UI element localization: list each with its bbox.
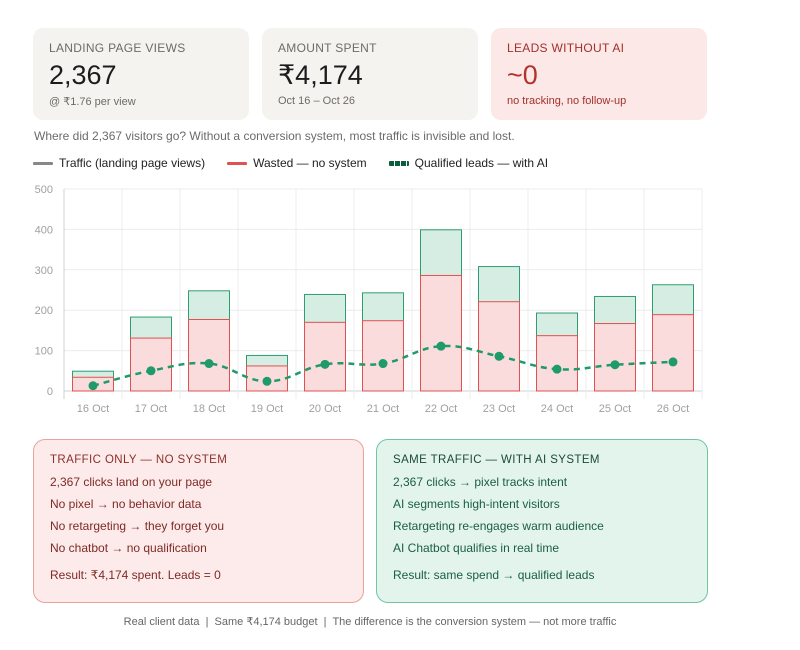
point-qualified-leads (88, 381, 98, 391)
panel-line: Retargeting re-engages warm audience (393, 519, 604, 533)
legend-item-wasted[interactable]: Wasted — no system (227, 156, 367, 170)
y-tick-label: 300 (35, 265, 53, 277)
legend-swatch-wasted (227, 161, 248, 165)
bar-wasted (188, 318, 230, 392)
legend-item-traffic[interactable]: Traffic (landing page views) (33, 156, 205, 170)
footer-note: Real client data | Same ₹4,174 budget | … (123, 616, 617, 628)
stat-card-amount-spent: AMOUNT SPENT ₹4,174 Oct 16 – Oct 26 (262, 28, 478, 120)
panel-no-system: TRAFFIC ONLY — NO SYSTEM 2,367 clicks la… (33, 439, 364, 603)
point-qualified-leads (610, 360, 620, 370)
point-qualified-leads (320, 359, 330, 369)
x-tick-label: 26 Oct (657, 403, 689, 415)
x-tick-label: 22 Oct (425, 403, 457, 415)
x-tick-label: 17 Oct (135, 403, 167, 415)
point-qualified-leads (494, 351, 504, 361)
bar-wasted (652, 314, 694, 392)
point-qualified-leads (668, 357, 678, 367)
stat-subtext: Oct 16 – Oct 26 (278, 95, 356, 107)
stat-label: LEADS WITHOUT AI (507, 41, 625, 55)
legend-item-qualified-leads[interactable]: Qualified leads — with AI (388, 156, 549, 170)
panel-line: No chatbot → no qualification (50, 541, 207, 555)
bar-wasted (420, 274, 462, 392)
legend-label: Traffic (landing page views) (59, 156, 206, 170)
y-tick-label: 100 (35, 346, 53, 358)
bar-wasted (536, 335, 578, 392)
point-qualified-leads (204, 359, 214, 369)
legend-label: Qualified leads — with AI (414, 156, 549, 170)
stat-card-leads-without-ai: LEADS WITHOUT AI ~0 no tracking, no foll… (491, 28, 707, 120)
point-qualified-leads (262, 376, 272, 386)
y-tick-label: 200 (35, 305, 53, 317)
x-tick-label: 24 Oct (541, 403, 573, 415)
stat-value: ~0 (507, 60, 538, 90)
bar-wasted (594, 323, 636, 392)
panel-with-ai: SAME TRAFFIC — WITH AI SYSTEM 2,367 clic… (376, 439, 708, 603)
bar-wasted (362, 320, 404, 392)
legend-swatch-traffic (33, 161, 53, 165)
stat-subtext: @ ₹1.76 per view (49, 96, 136, 108)
panel-line: AI Chatbot qualifies in real time (393, 541, 560, 555)
panel-line: No retargeting → they forget you (50, 519, 225, 533)
x-tick-label: 19 Oct (251, 403, 283, 415)
panel-line: 2,367 clicks land on your page (50, 475, 213, 489)
x-tick-label: 18 Oct (193, 403, 225, 415)
panel-line: 2,367 clicks → pixel tracks intent (393, 475, 568, 489)
point-qualified-leads (552, 364, 562, 374)
chart-grid (63, 188, 703, 399)
point-qualified-leads (146, 366, 156, 376)
panel-line: No pixel → no behavior data (50, 497, 202, 511)
bar-wasted (130, 337, 172, 392)
panel-line: AI segments high-intent visitors (393, 497, 560, 511)
y-axis-ticks: 0 100 200 300 400 500 (35, 184, 53, 398)
x-tick-label: 23 Oct (483, 403, 515, 415)
point-qualified-leads (378, 359, 388, 369)
y-tick-label: 0 (47, 386, 53, 398)
stat-label: AMOUNT SPENT (278, 41, 377, 55)
bar-wasted (304, 321, 346, 392)
point-qualified-leads (436, 341, 446, 351)
legend-label: Wasted — no system (253, 156, 367, 170)
x-tick-label: 16 Oct (77, 403, 109, 415)
panel-title: TRAFFIC ONLY — NO SYSTEM (50, 454, 228, 466)
x-tick-label: 20 Oct (309, 403, 341, 415)
stat-value: 2,367 (49, 60, 117, 90)
chart-line (88, 341, 678, 391)
stat-label: LANDING PAGE VIEWS (49, 41, 186, 55)
x-axis-ticks: 16 Oct 17 Oct 18 Oct 19 Oct 20 Oct 21 Oct 22 O… (77, 403, 689, 415)
chart-legend: Traffic (landing page views) Wasted — no… (33, 156, 548, 170)
y-tick-label: 500 (35, 184, 53, 196)
panel-result: Result: same spend → qualified leads (393, 568, 595, 582)
stat-value: ₹4,174 (278, 60, 363, 90)
bar-wasted (478, 301, 520, 392)
panel-result: Result: ₹4,174 spent. Leads = 0 (50, 568, 221, 582)
bar-chart: 0 100 200 300 400 500 16 Oct 17 Oct 18 Oct 19 Oc… (35, 184, 703, 415)
stat-card-landing-page-views: LANDING PAGE VIEWS 2,367 @ ₹1.76 per vie… (33, 28, 249, 120)
legend-swatch-qualified-leads (388, 160, 409, 166)
chart-bars (72, 229, 694, 392)
x-tick-label: 25 Oct (599, 403, 631, 415)
panel-title: SAME TRAFFIC — WITH AI SYSTEM (393, 454, 600, 466)
x-tick-label: 21 Oct (367, 403, 399, 415)
stat-subtext: no tracking, no follow-up (507, 95, 627, 107)
chart-caption: Where did 2,367 visitors go? Without a c… (34, 129, 515, 143)
y-tick-label: 400 (35, 224, 53, 236)
